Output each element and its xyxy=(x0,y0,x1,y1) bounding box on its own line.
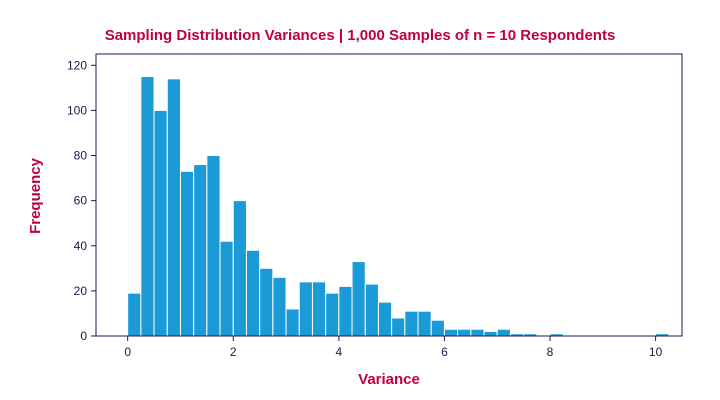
histogram-bar xyxy=(206,155,221,337)
y-tick-label: 120 xyxy=(67,58,87,72)
histogram-bar xyxy=(179,170,195,337)
histogram-bar xyxy=(311,281,327,337)
histogram-bar xyxy=(298,281,313,337)
histogram-bar xyxy=(443,328,459,337)
y-axis-label: Frequency xyxy=(27,157,44,234)
x-tick-label: 8 xyxy=(547,345,554,359)
histogram-bar xyxy=(259,267,274,337)
y-tick-label: 100 xyxy=(67,103,87,117)
histogram-bar xyxy=(193,164,208,337)
histogram-bar xyxy=(232,200,247,337)
x-tick-label: 0 xyxy=(124,345,131,359)
y-tick-label: 60 xyxy=(74,194,88,208)
x-axis-ticks: 0 2 4 6 8 10 xyxy=(124,336,663,359)
y-tick-label: 20 xyxy=(74,284,88,298)
histogram-bar xyxy=(417,310,432,337)
histogram-bar xyxy=(245,249,261,337)
plot-frame xyxy=(95,53,683,337)
y-tick-label: 0 xyxy=(80,329,87,343)
histogram-bar xyxy=(127,292,142,337)
histogram-bar xyxy=(404,310,419,337)
histogram-bar xyxy=(430,319,445,337)
y-axis-ticks: 0 20 40 60 80 100 120 xyxy=(67,58,96,343)
y-tick-label: 40 xyxy=(74,239,88,253)
bars-group xyxy=(127,76,670,337)
histogram-bar xyxy=(391,317,406,337)
histogram-bar xyxy=(364,283,379,337)
chart-title: Sampling Distribution Variances | 1,000 … xyxy=(105,27,616,44)
x-tick-label: 10 xyxy=(649,345,663,359)
histogram-bar xyxy=(351,261,366,337)
histogram-bar xyxy=(219,240,234,337)
histogram-bar xyxy=(457,328,472,337)
histogram-bar xyxy=(496,328,511,337)
x-tick-label: 4 xyxy=(336,345,343,359)
histogram-bar xyxy=(140,76,155,337)
histogram-bar xyxy=(272,276,287,337)
histogram-bar xyxy=(470,328,485,337)
histogram-bar xyxy=(166,78,181,337)
y-tick-label: 80 xyxy=(74,149,88,163)
histogram-bar xyxy=(377,301,393,337)
histogram-bar xyxy=(285,308,300,337)
x-tick-label: 6 xyxy=(441,345,448,359)
histogram-bar xyxy=(325,292,340,337)
histogram-bar xyxy=(483,330,498,337)
histogram-bar xyxy=(338,285,353,337)
x-axis-label: Variance xyxy=(358,371,420,388)
x-tick-label: 2 xyxy=(230,345,237,359)
histogram-bar xyxy=(153,109,168,337)
